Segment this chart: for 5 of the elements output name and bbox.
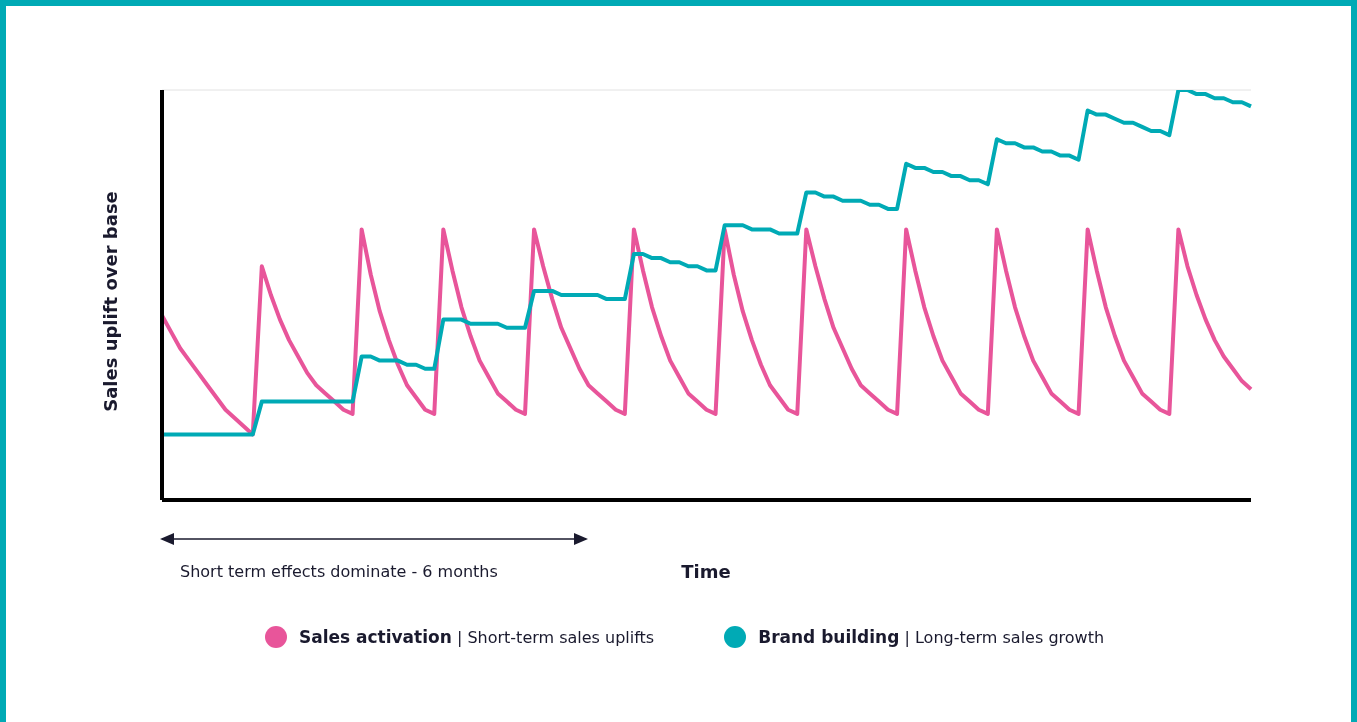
y-axis-title: Sales uplift over base [99,190,121,414]
legend-label: Brand building | Long-term sales growth [758,627,1105,647]
text: Short term effects dominate - 6 months [180,562,498,581]
legend-label: Sales activation | Short-term sales uplifts [298,627,655,647]
x-axis-title: Time [680,561,732,582]
